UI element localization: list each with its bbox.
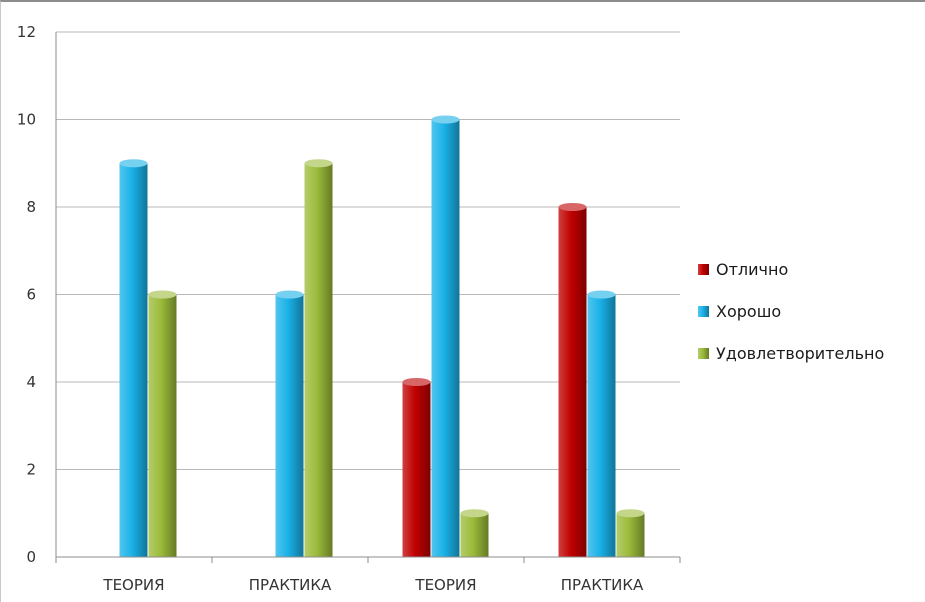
bar-top xyxy=(275,290,304,299)
bars xyxy=(119,115,645,557)
bar-top xyxy=(402,378,431,386)
bar xyxy=(616,513,645,557)
bar xyxy=(587,294,616,557)
bar xyxy=(275,294,304,557)
bar xyxy=(304,163,333,557)
legend-swatch xyxy=(698,306,709,317)
bar xyxy=(431,119,460,557)
x-tick-label: ТЕОРИЯ xyxy=(414,576,476,594)
bar-top xyxy=(587,290,616,299)
bar-top xyxy=(431,115,460,124)
bar xyxy=(148,294,177,557)
bar-top xyxy=(148,290,177,299)
legend-swatch xyxy=(698,348,709,359)
x-tick-label: ТЕОРИЯ xyxy=(102,576,164,594)
legend: Отлично Хорошо Удовлетворительно xyxy=(698,260,884,363)
y-tick-label: 2 xyxy=(26,461,36,479)
bar-top xyxy=(304,159,333,168)
x-tick-label: ПРАКТИКА xyxy=(561,576,644,594)
legend-swatch xyxy=(698,264,709,275)
legend-label: Отлично xyxy=(716,260,788,279)
y-tick-label: 12 xyxy=(17,23,36,41)
y-tick-label: 10 xyxy=(17,111,36,129)
x-tick-label: ПРАКТИКА xyxy=(249,576,332,594)
legend-label: Хорошо xyxy=(716,302,781,321)
bar-top xyxy=(460,509,489,518)
bar xyxy=(558,207,587,557)
bar-top xyxy=(558,203,587,211)
y-tick-label: 6 xyxy=(26,286,36,304)
y-tick-label: 8 xyxy=(26,198,36,216)
axes: 0 2 4 6 8 10 12 ТЕОРИЯ ПРАКТИКА ТЕОРИЯ ПРАКТИКА xyxy=(17,23,681,594)
bar xyxy=(460,513,489,557)
bar xyxy=(119,163,148,557)
bar-top xyxy=(616,509,645,518)
y-tick-label: 0 xyxy=(26,548,36,566)
y-tick-label: 4 xyxy=(26,373,36,391)
bar-top xyxy=(119,159,148,168)
legend-label: Удовлетворительно xyxy=(716,344,884,363)
bar xyxy=(402,382,431,557)
